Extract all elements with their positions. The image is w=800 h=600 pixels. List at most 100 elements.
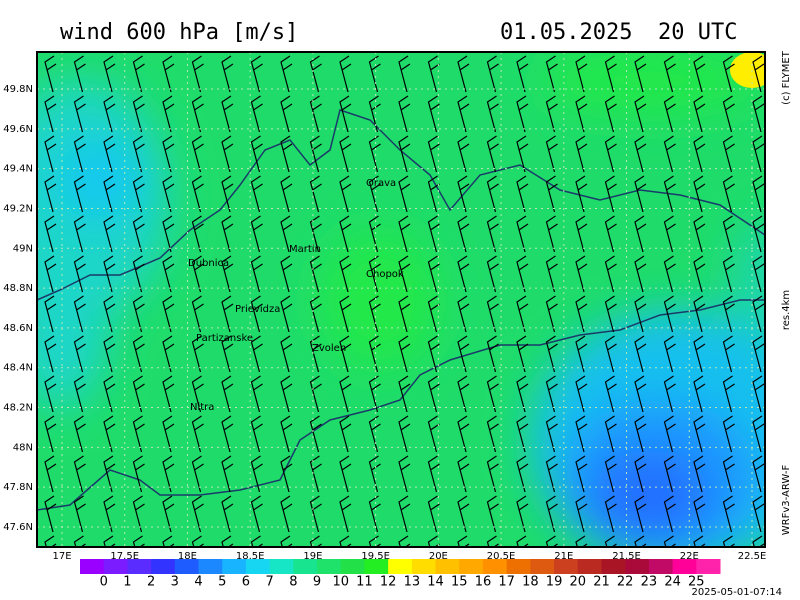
colorbar-label: 7 bbox=[265, 575, 273, 590]
wind-barb bbox=[132, 175, 145, 213]
colorbar-swatch bbox=[411, 559, 437, 574]
wind-barb bbox=[604, 215, 617, 253]
wind-barb bbox=[73, 175, 86, 213]
wind-barb bbox=[486, 135, 499, 173]
lat-tick-label: 47.8N bbox=[3, 482, 33, 493]
wind-barb bbox=[398, 495, 411, 533]
wind-barb bbox=[103, 375, 116, 413]
wind-barb bbox=[457, 495, 470, 533]
colorbar-label: 17 bbox=[498, 575, 515, 590]
wind-barb bbox=[575, 95, 588, 133]
wind-barb bbox=[516, 295, 529, 333]
colorbar-label: 18 bbox=[522, 575, 539, 590]
wind-barb bbox=[516, 375, 529, 413]
wind-barb bbox=[398, 335, 411, 373]
colorbar-swatch bbox=[506, 559, 531, 574]
wind-barb bbox=[604, 495, 617, 533]
wind-barb bbox=[575, 295, 588, 333]
wind-barb bbox=[486, 295, 499, 333]
wind-barb bbox=[693, 335, 706, 373]
colorbar-swatch bbox=[625, 559, 650, 574]
wind-barb bbox=[604, 535, 617, 547]
wind-barb bbox=[634, 455, 647, 493]
wind-barb bbox=[663, 375, 676, 413]
wind-barb bbox=[752, 95, 765, 133]
colorbar-swatch bbox=[127, 559, 152, 574]
wind-barb bbox=[44, 175, 57, 213]
colorbar-label: 8 bbox=[289, 575, 297, 590]
wind-barb bbox=[634, 495, 647, 533]
wind-barb bbox=[575, 135, 588, 173]
wind-barb bbox=[722, 375, 735, 413]
wind-barb bbox=[339, 535, 352, 547]
wind-barb bbox=[486, 255, 499, 293]
wind-barb bbox=[634, 335, 647, 373]
colorbar-label: 5 bbox=[218, 575, 226, 590]
wind-barb bbox=[486, 535, 499, 547]
wind-barb bbox=[575, 375, 588, 413]
lon-tick-label: 20.5E bbox=[487, 551, 516, 562]
colorbar-label: 2 bbox=[147, 575, 155, 590]
colorbar: 0 1 2 3 4 5 6 7 8 9 10 11 12 13 14 15 16 17 18 19 20 21 22 23 24… bbox=[80, 559, 721, 590]
wind-barb bbox=[398, 375, 411, 413]
wind-barb bbox=[398, 175, 411, 213]
lat-tick-label: 48.8N bbox=[3, 283, 33, 294]
wind-barb bbox=[162, 495, 175, 533]
wind-barb bbox=[693, 55, 706, 93]
wind-barb bbox=[132, 95, 145, 133]
wind-barb bbox=[44, 375, 57, 413]
wind-barb bbox=[752, 255, 765, 293]
wind-barb bbox=[339, 375, 352, 413]
colorbar-swatch bbox=[672, 559, 697, 574]
wind-barb bbox=[191, 135, 204, 173]
wind-barb bbox=[73, 55, 86, 93]
wind-barb bbox=[103, 415, 116, 453]
wind-barb bbox=[663, 455, 676, 493]
wind-barb bbox=[162, 415, 175, 453]
wind-barb bbox=[250, 175, 263, 213]
wind-barb bbox=[575, 55, 588, 93]
wind-barb bbox=[398, 455, 411, 493]
wind-barb bbox=[457, 415, 470, 453]
graticule bbox=[37, 52, 765, 547]
wind-barb bbox=[250, 255, 263, 293]
lat-tick-label: 49.2N bbox=[3, 203, 33, 214]
wind-barb bbox=[398, 95, 411, 133]
wind-barb bbox=[221, 455, 234, 493]
wind-barb bbox=[103, 95, 116, 133]
wind-barb bbox=[132, 535, 145, 547]
colorbar-swatch bbox=[696, 559, 721, 574]
wind-barb bbox=[398, 215, 411, 253]
wind-barb bbox=[604, 175, 617, 213]
wind-barb bbox=[73, 95, 86, 133]
colorbar-label: 16 bbox=[475, 575, 492, 590]
wind-barb bbox=[103, 295, 116, 333]
colorbar-label: 19 bbox=[546, 575, 563, 590]
wind-barb bbox=[73, 335, 86, 373]
city-label: Chopok bbox=[366, 269, 404, 280]
wind-barb bbox=[339, 135, 352, 173]
wind-barb bbox=[722, 95, 735, 133]
wind-barb bbox=[545, 455, 558, 493]
wind-barb bbox=[516, 495, 529, 533]
colorbar-swatch bbox=[317, 559, 342, 574]
wind-barb bbox=[44, 535, 57, 547]
wind-barb bbox=[693, 495, 706, 533]
wind-barb bbox=[604, 55, 617, 93]
wind-barb bbox=[427, 335, 440, 373]
colorbar-label: 20 bbox=[570, 575, 587, 590]
wind-barb bbox=[250, 455, 263, 493]
wind-barb bbox=[280, 335, 293, 373]
wind-barb bbox=[339, 95, 352, 133]
wind-barb bbox=[722, 335, 735, 373]
wind-barb bbox=[44, 455, 57, 493]
wind-barb bbox=[634, 95, 647, 133]
wind-barb bbox=[752, 495, 765, 533]
lon-tick-label: 19E bbox=[303, 551, 322, 562]
wind-barb bbox=[545, 335, 558, 373]
wind-barb bbox=[398, 535, 411, 547]
wind-barb bbox=[752, 335, 765, 373]
wind-barb bbox=[545, 375, 558, 413]
city-label: Partizanske bbox=[196, 333, 253, 344]
